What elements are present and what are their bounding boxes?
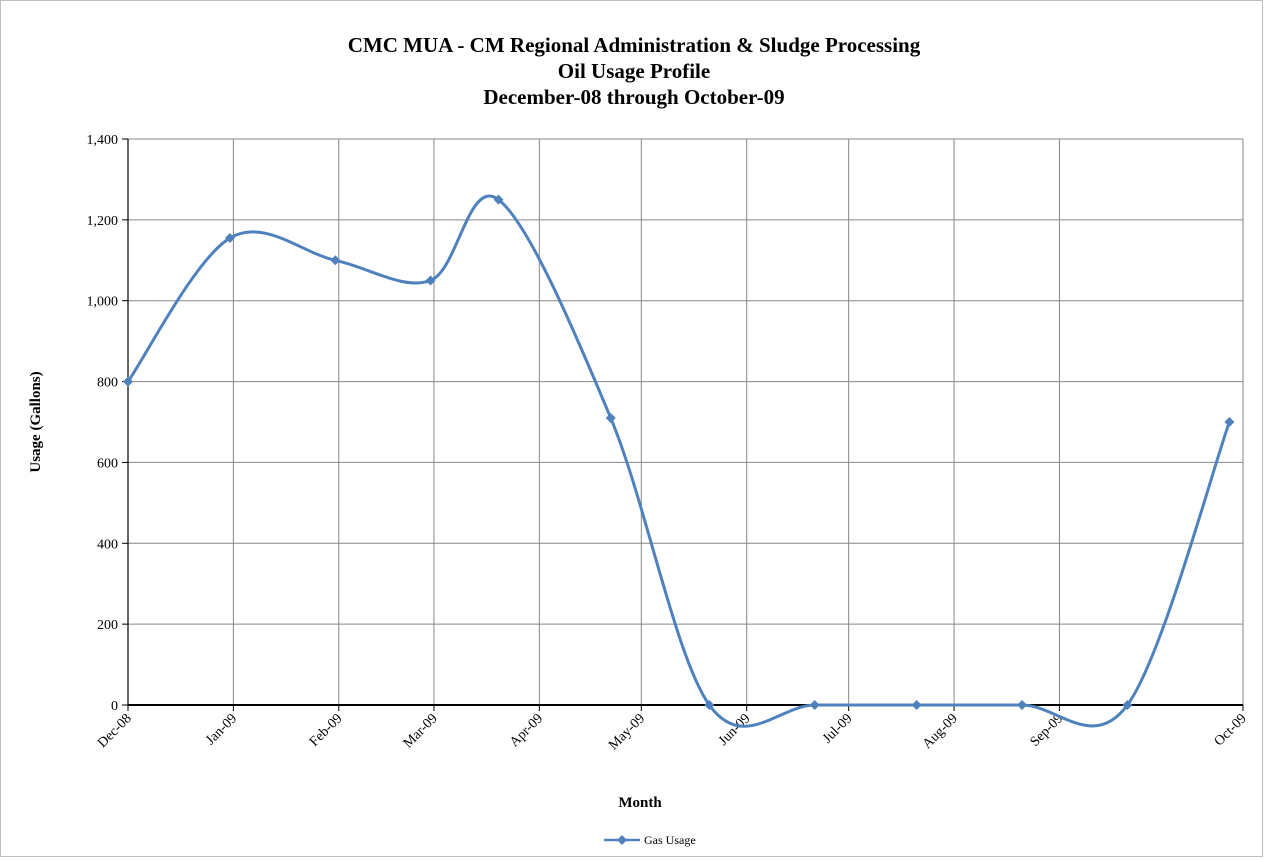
data-point-marker <box>493 194 504 205</box>
gridlines <box>127 138 1244 705</box>
data-point-marker <box>123 376 133 387</box>
data-point-marker <box>809 700 820 710</box>
data-point-marker <box>605 412 616 423</box>
data-point-marker <box>1017 700 1028 710</box>
chart-title: CMC MUA - CM Regional Administration & S… <box>348 33 921 109</box>
y-tick-label: 400 <box>97 537 118 552</box>
data-point-marker <box>330 255 341 266</box>
data-point-marker <box>1224 417 1235 427</box>
data-point-marker <box>1122 700 1133 710</box>
axes <box>122 138 1244 711</box>
legend-label-gas-usage: Gas Usage <box>644 833 696 847</box>
y-axis-title: Usage (Gallons) <box>28 371 44 472</box>
legend-diamond-icon <box>617 835 627 845</box>
y-tick-label: 1,000 <box>87 295 119 310</box>
y-tick-label: 800 <box>97 376 118 391</box>
chart-title-line-3: December-08 through October-09 <box>483 85 784 109</box>
y-tick-label: 1,200 <box>87 214 119 229</box>
data-point-marker <box>425 275 436 286</box>
y-tick-label: 0 <box>111 699 118 714</box>
y-tick-label: 200 <box>97 618 118 633</box>
y-tick-label: 600 <box>97 456 118 471</box>
legend: Gas Usage <box>604 833 696 847</box>
chart-title-line-2: Oil Usage Profile <box>558 59 710 83</box>
chart-title-line-1: CMC MUA - CM Regional Administration & S… <box>348 33 921 57</box>
data-point-marker <box>704 700 715 710</box>
series-gas-usage <box>123 194 1235 728</box>
y-tick-labels: 0 200 400 600 800 1,000 1,200 1,400 <box>87 133 119 714</box>
data-point-marker <box>911 700 922 710</box>
x-axis-title: Month <box>618 795 662 811</box>
y-tick-label: 1,400 <box>87 133 119 148</box>
data-point-marker <box>224 233 235 244</box>
